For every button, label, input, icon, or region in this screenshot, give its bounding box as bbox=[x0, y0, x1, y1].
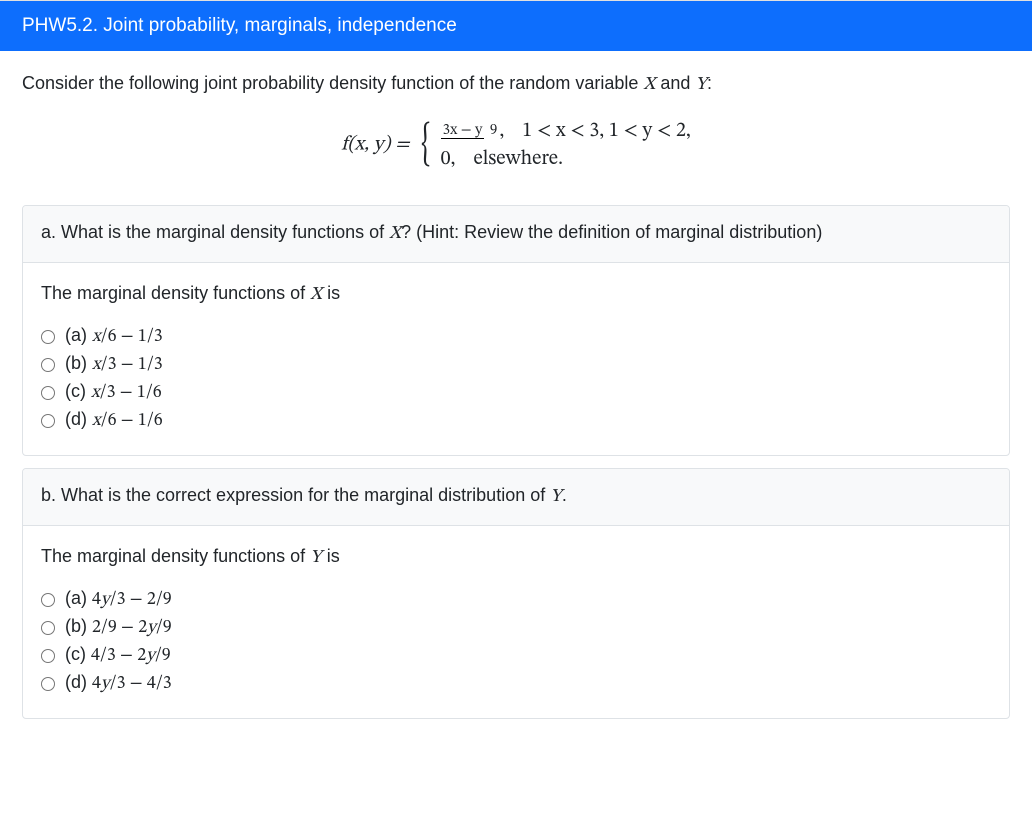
equation-fraction: 3x − y 9 bbox=[441, 123, 500, 140]
option-label: (a) 4y/3 − 2/9 bbox=[65, 588, 172, 612]
option-row[interactable]: (b) x/3 − 1/3 bbox=[41, 353, 991, 377]
equation-cases: 3x − y 9 , 1 < x < 3, 1 < y < 2, 0, else… bbox=[441, 117, 691, 173]
fraction-numerator: 3x − y bbox=[441, 123, 485, 139]
question-header: b. What is the correct expression for th… bbox=[23, 469, 1009, 526]
option-row[interactable]: (c) x/3 − 1/6 bbox=[41, 381, 991, 405]
option-label: (b) 2/9 − 2y/9 bbox=[65, 616, 172, 640]
option-row[interactable]: (a) 4y/3 − 2/9 bbox=[41, 588, 991, 612]
equation-case2-expr: 0, bbox=[441, 145, 456, 173]
option-row[interactable]: (c) 4/3 − 2y/9 bbox=[41, 644, 991, 668]
options-group: (a) x/6 − 1/3 (b) x/3 − 1/3 (c) x/3 − 1/6 (… bbox=[41, 325, 991, 433]
question-box: a. What is the marginal density function… bbox=[22, 205, 1010, 456]
option-label: (d) 4y/3 − 4/3 bbox=[65, 672, 172, 696]
options-group: (a) 4y/3 − 2/9 (b) 2/9 − 2y/9 (c) 4/3 − 2y… bbox=[41, 588, 991, 696]
equation-comma: , bbox=[499, 121, 504, 141]
page-title: PHW5.2. Joint probability, marginals, in… bbox=[22, 15, 457, 36]
option-row[interactable]: (d) x/6 − 1/6 bbox=[41, 409, 991, 433]
option-radio[interactable] bbox=[41, 358, 55, 372]
option-label: (c) 4/3 − 2y/9 bbox=[65, 644, 171, 668]
equation-lhs: f(x, y) = bbox=[341, 135, 414, 155]
equation-block: f(x, y) = { 3x − y 9 , 1 < x < 3, 1 < y … bbox=[0, 107, 1032, 193]
question-body: The marginal density functions of Y is (a… bbox=[23, 526, 1009, 718]
question-body: The marginal density functions of X is (a… bbox=[23, 263, 1009, 455]
option-radio[interactable] bbox=[41, 330, 55, 344]
option-radio[interactable] bbox=[41, 649, 55, 663]
question-box: b. What is the correct expression for th… bbox=[22, 468, 1010, 719]
equation-case2-condition: elsewhere. bbox=[473, 145, 563, 173]
option-row[interactable]: (d) 4y/3 − 4/3 bbox=[41, 672, 991, 696]
intro-text: Consider the following joint probability… bbox=[0, 51, 1032, 107]
question-prompt: The marginal density functions of X is bbox=[41, 283, 991, 307]
question-header: a. What is the marginal density function… bbox=[23, 206, 1009, 263]
option-radio[interactable] bbox=[41, 386, 55, 400]
option-label: (d) x/6 − 1/6 bbox=[65, 409, 163, 433]
question-prompt: The marginal density functions of Y is bbox=[41, 546, 991, 570]
option-radio[interactable] bbox=[41, 677, 55, 691]
option-radio[interactable] bbox=[41, 593, 55, 607]
option-label: (c) x/3 − 1/6 bbox=[65, 381, 162, 405]
option-row[interactable]: (b) 2/9 − 2y/9 bbox=[41, 616, 991, 640]
brace-icon: { bbox=[421, 121, 430, 169]
option-row[interactable]: (a) x/6 − 1/3 bbox=[41, 325, 991, 349]
option-radio[interactable] bbox=[41, 414, 55, 428]
page-header: PHW5.2. Joint probability, marginals, in… bbox=[0, 0, 1032, 51]
option-radio[interactable] bbox=[41, 621, 55, 635]
option-label: (b) x/3 − 1/3 bbox=[65, 353, 163, 377]
equation-case1-condition: 1 < x < 3, 1 < y < 2, bbox=[522, 117, 691, 145]
fraction-denominator: 9 bbox=[488, 123, 499, 138]
option-label: (a) x/6 − 1/3 bbox=[65, 325, 163, 349]
